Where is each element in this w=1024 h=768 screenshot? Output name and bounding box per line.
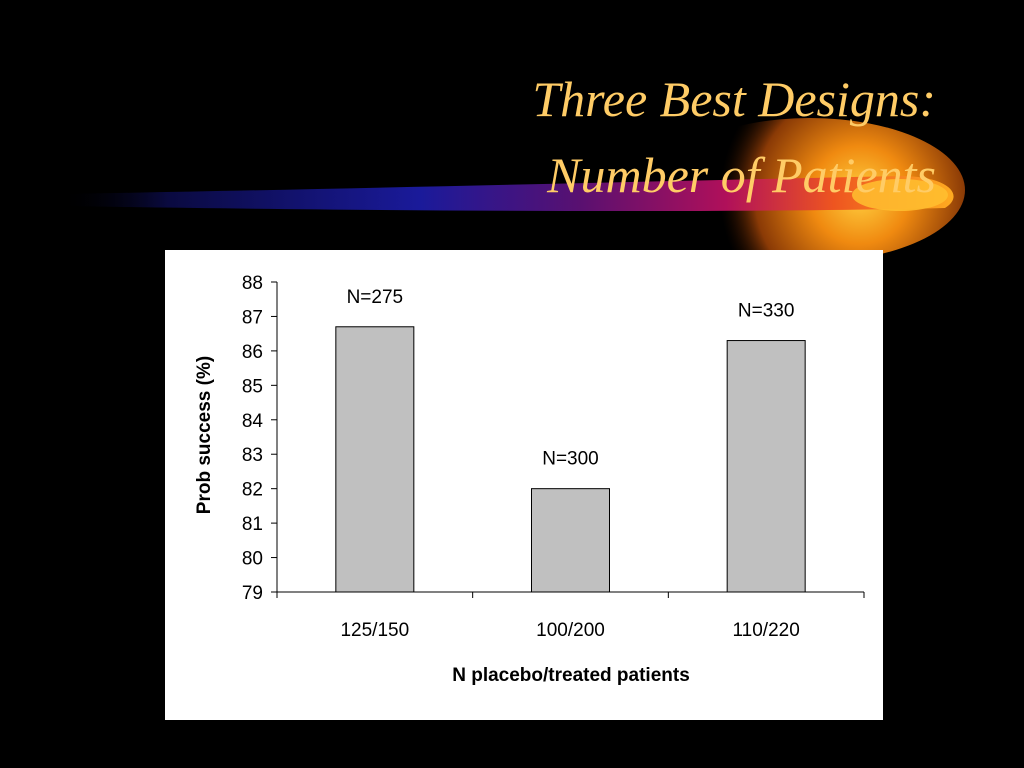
x-tick-label: 125/150 xyxy=(340,620,409,641)
bar-chart: 79 80 81 82 83 84 85 86 87 88 N=275 N=300 N=330 125… xyxy=(194,273,865,686)
y-tick-label: 86 xyxy=(242,342,263,363)
bar xyxy=(531,488,610,593)
y-tick-label: 85 xyxy=(242,376,263,397)
y-tick-label: 88 xyxy=(242,273,263,294)
y-tick-label: 81 xyxy=(242,514,263,535)
slide-title-line-2: Number of Patients xyxy=(547,147,936,203)
chart-panel: 79 80 81 82 83 84 85 86 87 88 N=275 N=300 N=330 125… xyxy=(165,250,883,720)
y-tick-label: 79 xyxy=(242,583,263,604)
data-labels: N=275 N=300 N=330 xyxy=(347,287,795,470)
y-axis-title: Prob success (%) xyxy=(194,356,215,514)
x-tick-label: 100/200 xyxy=(536,620,605,641)
x-tick-label: 110/220 xyxy=(733,620,800,641)
bar-data-label: N=330 xyxy=(738,301,795,322)
bar-data-label: N=275 xyxy=(347,287,404,308)
bar xyxy=(726,340,806,593)
y-tick-label: 84 xyxy=(242,411,264,432)
bar-data-label: N=300 xyxy=(542,449,599,470)
y-tick-label: 83 xyxy=(242,445,263,466)
x-axis-title: N placebo/treated patients xyxy=(452,665,690,686)
y-axis-ticks: 79 80 81 82 83 84 85 86 87 88 xyxy=(242,273,277,604)
y-tick-label: 87 xyxy=(242,307,263,328)
slide-title-line-1: Three Best Designs: xyxy=(532,71,936,127)
bars xyxy=(335,326,806,593)
y-tick-label: 80 xyxy=(242,549,263,570)
x-axis-ticks: 125/150 100/200 110/220 xyxy=(276,592,865,641)
y-tick-label: 82 xyxy=(242,480,263,501)
bar xyxy=(335,326,415,593)
